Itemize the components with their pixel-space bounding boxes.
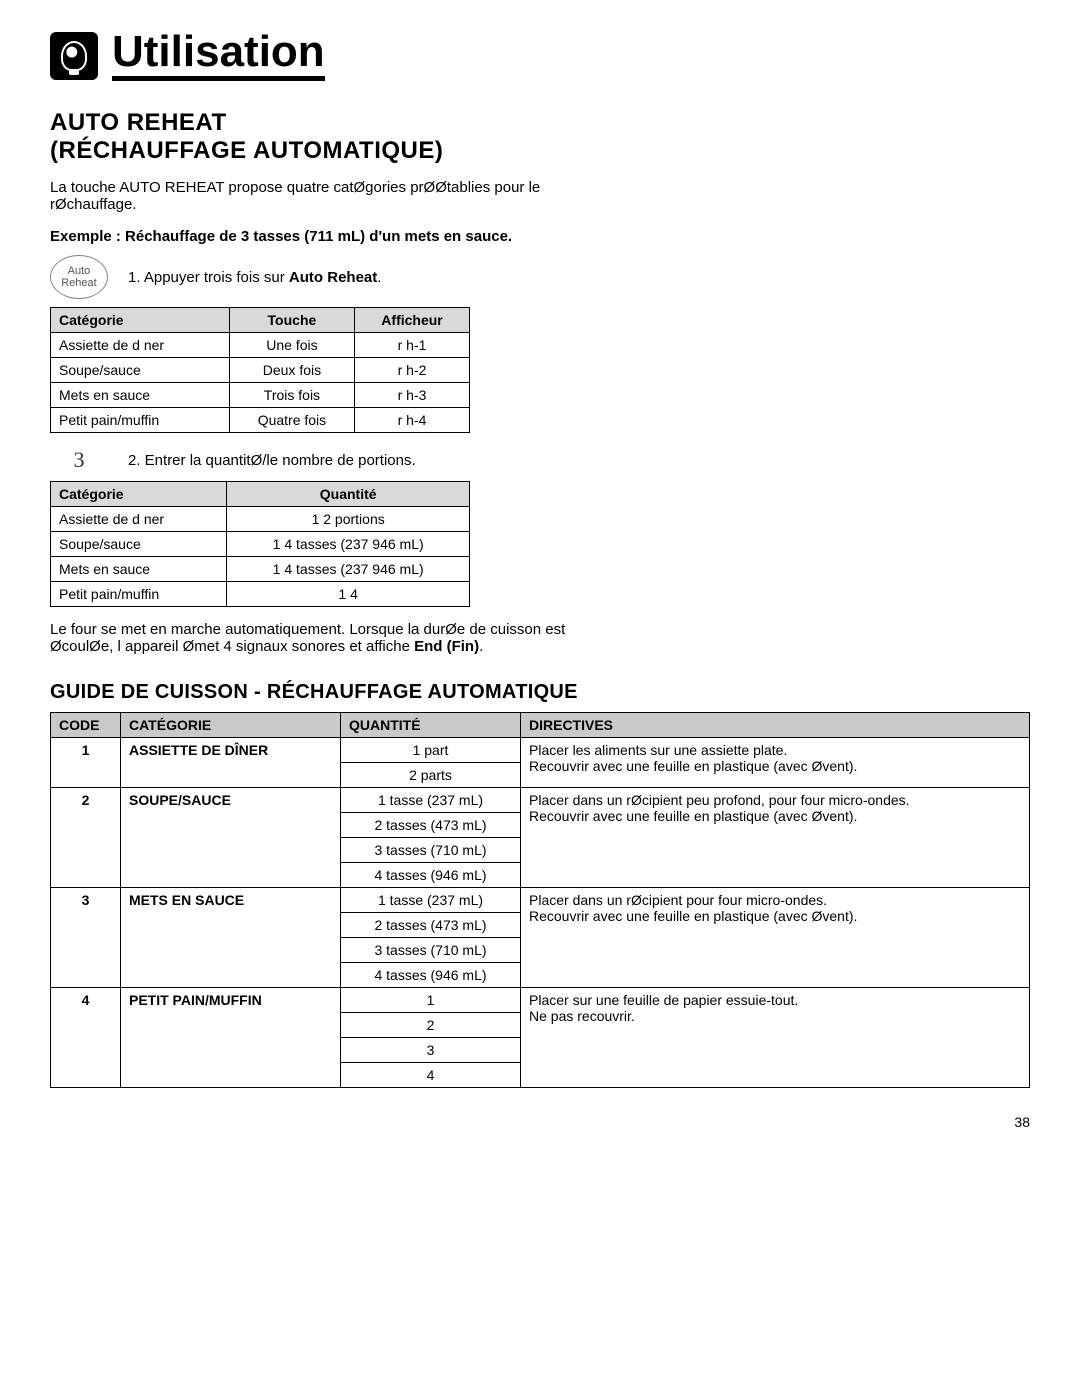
category-cell: SOUPE/SAUCE [121,788,341,888]
table-row: 2SOUPE/SAUCE1 tasse (237 mL)Placer dans … [51,788,1030,813]
table-cell: Trois fois [229,383,354,408]
table-header: Quantité [227,482,470,507]
quantity-cell: 3 tasses (710 mL) [341,838,521,863]
category-cell: ASSIETTE DE DÎNER [121,738,341,788]
category-touch-table: CatégorieToucheAfficheur Assiette de d n… [50,307,470,433]
section-heading-line1: AUTO REHEAT [50,109,227,136]
page-number: 38 [50,1114,1030,1130]
table-cell: 1 2 portions [227,507,470,532]
table-row: Assiette de d nerUne foisr h-1 [51,333,470,358]
quantity-cell: 2 parts [341,763,521,788]
table-cell: Une fois [229,333,354,358]
code-cell: 2 [51,788,121,888]
table-row: Soupe/sauceDeux foisr h-2 [51,358,470,383]
table-header: Catégorie [51,308,230,333]
quantity-cell: 1 tasse (237 mL) [341,788,521,813]
table-cell: Deux fois [229,358,354,383]
quantity-cell: 2 [341,1013,521,1038]
table-cell: Assiette de d ner [51,507,227,532]
table-cell: r h-4 [355,408,470,433]
quantity-cell: 4 [341,1063,521,1088]
quantity-cell: 4 tasses (946 mL) [341,963,521,988]
directives-cell: Placer sur une feuille de papier essuie-… [521,988,1030,1088]
quantity-cell: 1 [341,988,521,1013]
table-cell: 1 4 [227,582,470,607]
directives-cell: Placer dans un rØcipient peu profond, po… [521,788,1030,888]
page-header: Utilisation [50,30,1030,81]
table-row: 4PETIT PAIN/MUFFIN1Placer sur une feuill… [51,988,1030,1013]
table-row: Petit pain/muffin1 4 [51,582,470,607]
table-cell: Petit pain/muffin [51,582,227,607]
table-cell: Petit pain/muffin [51,408,230,433]
directives-cell: Placer dans un rØcipient pour four micro… [521,888,1030,988]
step-2-text: 2. Entrer la quantitØ/le nombre de porti… [128,452,416,469]
footer-note: Le four se met en marche automatiquement… [50,621,610,655]
table-header: CODE [51,713,121,738]
guide-table: CODECATÉGORIEQUANTITÉDIRECTIVES 1ASSIETT… [50,712,1030,1088]
table-cell: 1 4 tasses (237 946 mL) [227,557,470,582]
step-2: 3 2. Entrer la quantitØ/le nombre de por… [50,447,1030,473]
quantity-cell: 1 tasse (237 mL) [341,888,521,913]
quantity-cell: 2 tasses (473 mL) [341,813,521,838]
table-cell: 1 4 tasses (237 946 mL) [227,532,470,557]
table-cell: r h-2 [355,358,470,383]
quantity-cell: 1 part [341,738,521,763]
table-row: 1ASSIETTE DE DÎNER1 partPlacer les alime… [51,738,1030,763]
table-header: DIRECTIVES [521,713,1030,738]
code-cell: 3 [51,888,121,988]
table-cell: Quatre fois [229,408,354,433]
table-header: Afficheur [355,308,470,333]
step-1: Auto Reheat 1. Appuyer trois fois sur Au… [50,255,1030,299]
table-row: Mets en sauceTrois foisr h-3 [51,383,470,408]
intro-text: La touche AUTO REHEAT propose quatre cat… [50,179,610,213]
keypad-digit: 3 [50,447,108,473]
category-quantity-table: CatégorieQuantité Assiette de d ner1 2 p… [50,481,470,607]
step-1-text: 1. Appuyer trois fois sur Auto Reheat. [128,269,381,286]
table-cell: Soupe/sauce [51,358,230,383]
table-header: Catégorie [51,482,227,507]
table-cell: r h-3 [355,383,470,408]
table-row: Assiette de d ner1 2 portions [51,507,470,532]
table-cell: Mets en sauce [51,557,227,582]
table-row: Soupe/sauce1 4 tasses (237 946 mL) [51,532,470,557]
page-title: Utilisation [112,30,325,81]
guide-heading: GUIDE DE CUISSON - RÉCHAUFFAGE AUTOMATIQ… [50,681,1030,704]
section-heading: AUTO REHEAT (RÉCHAUFFAGE AUTOMATIQUE) [50,109,1030,164]
quantity-cell: 3 tasses (710 mL) [341,938,521,963]
table-row: Mets en sauce1 4 tasses (237 946 mL) [51,557,470,582]
quantity-cell: 2 tasses (473 mL) [341,913,521,938]
quantity-cell: 3 [341,1038,521,1063]
category-cell: METS EN SAUCE [121,888,341,988]
table-header: QUANTITÉ [341,713,521,738]
table-cell: Soupe/sauce [51,532,227,557]
bulb-icon [50,32,98,80]
table-cell: Mets en sauce [51,383,230,408]
code-cell: 4 [51,988,121,1088]
example-label: Exemple : Réchauffage de 3 tasses (711 m… [50,228,570,245]
table-header: CATÉGORIE [121,713,341,738]
auto-reheat-button-graphic: Auto Reheat [50,255,108,299]
table-row: Petit pain/muffinQuatre foisr h-4 [51,408,470,433]
table-row: 3METS EN SAUCE1 tasse (237 mL)Placer dan… [51,888,1030,913]
table-cell: r h-1 [355,333,470,358]
table-header: Touche [229,308,354,333]
directives-cell: Placer les aliments sur une assiette pla… [521,738,1030,788]
table-cell: Assiette de d ner [51,333,230,358]
code-cell: 1 [51,738,121,788]
category-cell: PETIT PAIN/MUFFIN [121,988,341,1088]
section-heading-line2: (RÉCHAUFFAGE AUTOMATIQUE) [50,137,443,164]
quantity-cell: 4 tasses (946 mL) [341,863,521,888]
